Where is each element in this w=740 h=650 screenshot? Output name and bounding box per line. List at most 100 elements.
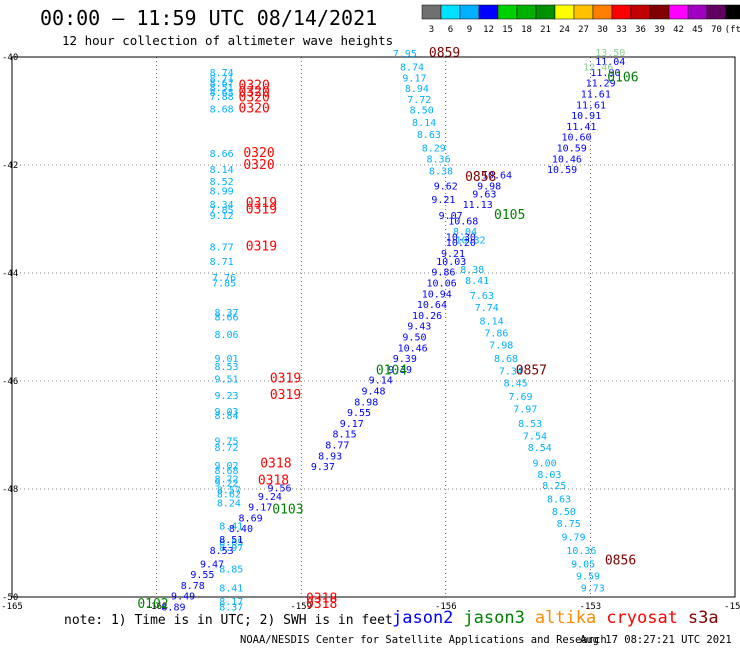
wave-height-value: 7.86 <box>484 329 508 340</box>
latitude-tick-label: -42 <box>2 161 18 171</box>
wave-height-value: 9.98 <box>477 181 501 192</box>
legend-label: 6 <box>448 25 453 35</box>
wave-height-value: 7.54 <box>523 431 547 442</box>
pass-time-label: 0856 <box>605 554 636 569</box>
wave-height-value: 9.59 <box>576 572 600 583</box>
pass-time-label: 0105 <box>494 208 525 223</box>
wave-height-value: 10.59 <box>557 144 587 155</box>
longitude-tick-label: -156 <box>435 602 457 612</box>
wave-height-value: 10.32 <box>455 235 485 246</box>
wave-height-value: 9.22 <box>214 478 238 489</box>
wave-height-value: 8.37 <box>219 603 243 614</box>
wave-height-value: 9.07 <box>439 211 463 222</box>
pass-time-label: 0318 <box>258 474 289 489</box>
satellite-jason2: jason2 <box>392 608 454 628</box>
wave-height-value: 11.13 <box>463 200 493 211</box>
wave-height-value: 8.71 <box>210 74 234 85</box>
wave-height-value: 8.94 <box>405 84 429 95</box>
wave-height-value: 8.14 <box>480 316 504 327</box>
legend-label: 36 <box>635 25 646 35</box>
wave-height-value: 8.75 <box>557 519 581 530</box>
wave-height-value: 7.76 <box>212 273 236 284</box>
wave-height-value: 8.52 <box>210 177 234 188</box>
wave-height-value: 9.39 <box>388 365 412 376</box>
legend-label: 70 <box>711 25 722 35</box>
wave-height-value: 8.38 <box>460 265 484 276</box>
wave-height-value: 10.46 <box>552 154 582 165</box>
chart-subtitle: 12 hour collection of altimeter wave hei… <box>62 33 394 48</box>
generation-timestamp: Aug 17 08:27:21 UTC 2021 <box>580 634 732 646</box>
wave-height-value: 10.36 <box>566 546 596 557</box>
wave-height-value: 8.66 <box>214 313 238 324</box>
wave-height-value: 10.64 <box>482 171 512 182</box>
wave-height-value: 9.47 <box>200 559 224 570</box>
wave-height-value: 8.65 <box>219 538 243 549</box>
wave-height-value: 9.17 <box>248 503 272 514</box>
legend-label: 30 <box>597 25 608 35</box>
wave-height-value: 9.03 <box>214 407 238 418</box>
pass-time-label: 0319 <box>246 239 277 254</box>
wave-height-value: 7.88 <box>210 92 234 103</box>
wave-height-value: 9.49 <box>171 592 195 603</box>
wave-height-value: 9.12 <box>210 211 234 222</box>
wave-height-value: 8.66 <box>210 149 234 160</box>
wave-height-value: 9.56 <box>267 484 291 495</box>
credit-text: NOAA/NESDIS Center for Satellite Applica… <box>240 634 607 646</box>
wave-height-value: 8.03 <box>537 470 561 481</box>
legend-label: 33 <box>616 25 627 35</box>
wave-height-value: 10.91 <box>571 111 601 122</box>
wave-height-value: 8.77 <box>325 441 349 452</box>
latitude-tick-label: -46 <box>2 377 18 387</box>
pass-time-label: 0320 <box>243 158 274 173</box>
wave-height-value: 9.51 <box>214 375 238 386</box>
pass-time-label: 0858 <box>465 170 496 185</box>
wave-height-value: 9.02 <box>214 461 238 472</box>
pass-time-label: 0320 <box>239 78 270 93</box>
wave-height-value: 8.77 <box>210 242 234 253</box>
satellite-cryosat: cryosat <box>606 608 678 628</box>
pass-time-label: 0859 <box>429 46 460 61</box>
wave-height-value: 8.63 <box>547 495 571 506</box>
wave-height-value: 9.39 <box>393 354 417 365</box>
legend-label: 27 <box>578 25 589 35</box>
wave-height-value: 8.51 <box>210 83 234 94</box>
pass-time-label: 0320 <box>239 102 270 117</box>
wave-height-value: 9.17 <box>402 73 426 84</box>
wave-height-value: 8.53 <box>210 546 234 557</box>
wave-height-value: 10.06 <box>427 279 457 290</box>
wave-height-value: 9.75 <box>214 437 238 448</box>
wave-height-value: 10.26 <box>412 311 442 322</box>
wave-height-value: 8.62 <box>217 490 241 501</box>
wave-height-value: 9.17 <box>340 419 364 430</box>
wave-height-value: 8.57 <box>217 485 241 496</box>
legend-swatch <box>725 4 740 20</box>
pass-time-label: 0319 <box>270 372 301 387</box>
wave-height-value: 8.50 <box>552 507 576 518</box>
pass-time-label: 0318 <box>260 456 291 471</box>
pass-time-label: 0320 <box>243 146 274 161</box>
pass-time-label: 0318 <box>306 591 337 606</box>
units-note: note: 1) Time is in UTC; 2) SWH is in fe… <box>64 613 393 628</box>
wave-height-value: 9.86 <box>431 268 455 279</box>
legend-label: 12 <box>483 25 494 35</box>
wave-height-value: 8.17 <box>219 597 243 608</box>
wave-height-value: 7.97 <box>513 404 537 415</box>
wave-height-value: 9.14 <box>369 376 393 387</box>
pass-time-label: 0319 <box>246 196 277 211</box>
wave-height-value: 13.50 <box>595 48 625 59</box>
wave-height-value: 9.63 <box>472 189 496 200</box>
legend-label: 39 <box>654 25 665 35</box>
wave-height-value: 8.69 <box>239 513 263 524</box>
wave-height-value: 11.90 <box>590 68 620 79</box>
wave-height-value: 8.89 <box>161 603 185 614</box>
legend-label: 21 <box>540 25 551 35</box>
pass-time-label: 0318 <box>306 597 337 612</box>
wave-height-value: 7.85 <box>212 279 236 290</box>
wave-height-value: 9.05 <box>571 559 595 570</box>
wave-height-value: 8.25 <box>542 481 566 492</box>
wave-height-value: 11.61 <box>581 90 611 101</box>
satellite-s3a: s3a <box>687 608 719 628</box>
wave-height-value: 8.63 <box>417 130 441 141</box>
wave-height-value: 8.84 <box>214 411 238 422</box>
